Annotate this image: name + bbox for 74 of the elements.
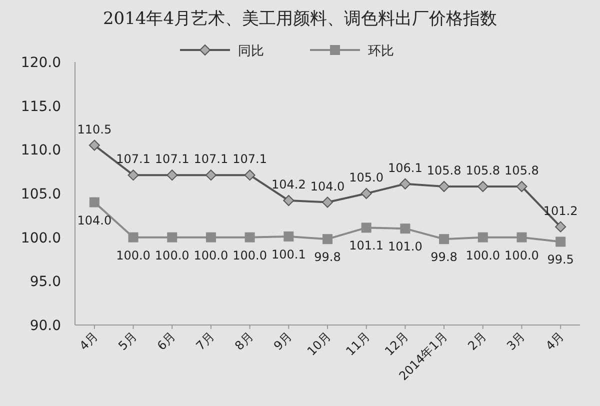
data-label: 100.0 [116,248,150,262]
point [400,224,410,234]
data-label: 101.1 [349,238,384,253]
point [516,180,528,192]
point [88,140,100,151]
data-label: 101.2 [543,204,578,218]
y-tick-label: 105.0 [20,186,61,202]
point [166,170,178,181]
x-tick-label: 8月 [232,329,256,354]
data-label: 104.0 [77,213,112,228]
x-tick-label: 4月 [542,329,567,354]
point [361,222,372,233]
point [400,178,411,190]
data-label: 107.1 [154,152,190,166]
x-tick-label: 7月 [193,329,218,354]
point [284,231,294,242]
y-tick-label: 95.0 [30,274,61,290]
point [283,195,294,206]
point [206,232,216,242]
point [128,232,138,242]
data-label: 105.8 [466,163,500,178]
point [167,232,178,242]
point [128,170,139,181]
y-tick-label: 115.0 [20,98,61,115]
x-tick-label: 3月 [504,329,528,354]
data-label: 104.2 [271,178,306,192]
x-tick-label: 4月 [76,329,101,354]
data-label: 105.8 [426,163,462,178]
chart-title: 2014年4月艺术、美工用颜料、调色料出厂价格指数 [102,9,498,29]
data-label: 100.1 [271,247,306,262]
data-label: 99.5 [547,252,574,267]
data-label: 105.8 [504,163,539,178]
x-tick-label: 11月 [343,329,372,358]
data-label: 100.0 [232,248,267,262]
x-tick-label: 5月 [116,329,140,354]
point [205,170,216,181]
data-label: 100.0 [466,248,500,262]
point [439,234,450,244]
data-label: 107.1 [116,152,150,166]
point [438,180,450,192]
point [244,170,256,181]
y-tick-label: 110.0 [20,142,61,159]
data-label: 99.8 [314,250,341,264]
legend-label: 同比 [238,44,264,59]
x-tick-label: 2月 [465,329,490,354]
point [322,234,332,244]
y-tick-label: 100.0 [20,230,61,246]
data-label: 110.5 [77,122,112,136]
y-tick-label: 90.0 [30,318,61,334]
data-label: 100.0 [154,248,190,262]
point [322,196,333,208]
x-tick-label: 9月 [270,329,295,354]
x-tick-label: 6月 [154,329,178,354]
data-label: 100.0 [194,248,228,262]
point [478,232,488,242]
data-label: 106.1 [388,160,422,175]
point [360,188,372,199]
point [244,232,255,242]
x-tick-label: 10月 [304,329,334,358]
data-label: 101.0 [388,240,422,254]
x-tick-label: 12月 [382,329,412,358]
data-label: 107.1 [194,152,228,166]
data-label: 100.0 [504,248,539,262]
data-label: 104.0 [310,179,345,194]
data-label: 107.1 [232,152,267,166]
point [89,197,100,208]
y-tick-label: 120.0 [20,55,61,71]
point [556,236,566,247]
legend-label: 环比 [368,44,394,59]
data-label: 105.0 [349,170,384,184]
data-label: 99.8 [430,250,458,264]
point [516,232,527,242]
point [477,180,488,192]
point [555,221,566,232]
